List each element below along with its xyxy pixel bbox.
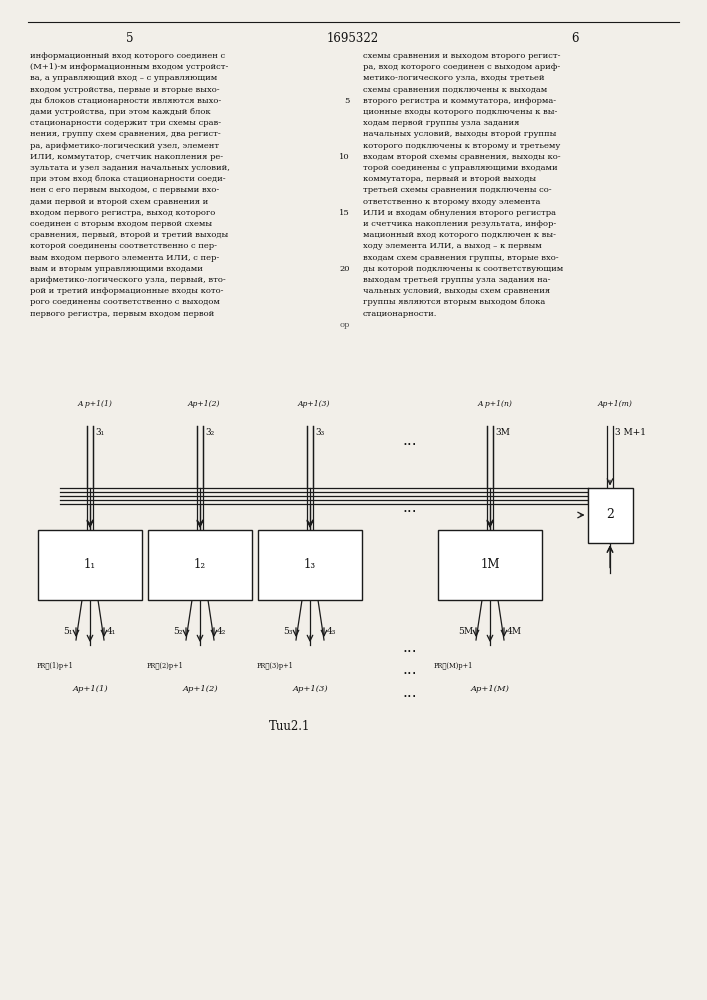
- Text: 2: 2: [606, 508, 614, 522]
- Text: 15: 15: [339, 209, 350, 217]
- Bar: [258, 530, 362, 600]
- Text: 4M: 4M: [507, 627, 522, 636]
- Text: вым входом первого элемента ИЛИ, с пер-: вым входом первого элемента ИЛИ, с пер-: [30, 254, 219, 262]
- Text: 20: 20: [339, 265, 350, 273]
- Text: входом устройства, первые и вторые выхо-: входом устройства, первые и вторые выхо-: [30, 86, 220, 94]
- Text: входам схем сравнения группы, вторые вхо-: входам схем сравнения группы, вторые вхо…: [363, 254, 559, 262]
- Text: 5₂: 5₂: [173, 627, 183, 636]
- Bar: [438, 530, 542, 600]
- Text: PRℓ(2)p+1: PRℓ(2)p+1: [146, 662, 183, 670]
- Text: ...: ...: [403, 685, 417, 700]
- Bar: [588, 488, 633, 542]
- Text: второго регистра и коммутатора, информа-: второго регистра и коммутатора, информа-: [363, 97, 556, 105]
- Text: ответственно к второму входу элемента: ответственно к второму входу элемента: [363, 198, 540, 206]
- Text: A p+1(n): A p+1(n): [478, 400, 513, 408]
- Text: группы являются вторым выходом блока: группы являются вторым выходом блока: [363, 298, 545, 306]
- Text: 3 M+1: 3 M+1: [615, 428, 646, 437]
- Text: чальных условий, выходы схем сравнения: чальных условий, выходы схем сравнения: [363, 287, 550, 295]
- Text: соединен с вторым входом первой схемы: соединен с вторым входом первой схемы: [30, 220, 212, 228]
- Text: которой соединены соответственно с пер-: которой соединены соответственно с пер-: [30, 242, 217, 250]
- Text: 1₃: 1₃: [304, 558, 316, 572]
- Text: ИЛИ и входам обнуления второго регистра: ИЛИ и входам обнуления второго регистра: [363, 209, 556, 217]
- Text: 3₂: 3₂: [205, 428, 214, 437]
- Bar: [148, 530, 252, 600]
- Text: и счетчика накопления результата, инфор-: и счетчика накопления результата, инфор-: [363, 220, 556, 228]
- Text: ра, вход которого соединен с выходом ариф-: ра, вход которого соединен с выходом ари…: [363, 63, 560, 71]
- Text: зультата и узел задания начальных условий,: зультата и узел задания начальных услови…: [30, 164, 230, 172]
- Text: Τuu2.1: Τuu2.1: [269, 720, 310, 733]
- Text: ходу элемента ИЛИ, а выход – к первым: ходу элемента ИЛИ, а выход – к первым: [363, 242, 542, 250]
- Text: 5: 5: [344, 97, 350, 105]
- Text: A p+1(1): A p+1(1): [78, 400, 113, 408]
- Text: нен с его первым выходом, с первыми вхо-: нен с его первым выходом, с первыми вхо-: [30, 186, 219, 194]
- Text: 1695322: 1695322: [327, 32, 379, 45]
- Text: 1M: 1M: [480, 558, 500, 572]
- Text: 3₁: 3₁: [95, 428, 104, 437]
- Text: арифметико-логического узла, первый, вто-: арифметико-логического узла, первый, вто…: [30, 276, 226, 284]
- Text: 5: 5: [127, 32, 134, 45]
- Text: 1₁: 1₁: [84, 558, 96, 572]
- Text: Ap+1(M): Ap+1(M): [471, 685, 510, 693]
- Text: нения, группу схем сравнения, два регист-: нения, группу схем сравнения, два регист…: [30, 130, 221, 138]
- Text: мационный вход которого подключен к вы-: мационный вход которого подключен к вы-: [363, 231, 556, 239]
- Text: схемы сравнения подключены к выходам: схемы сравнения подключены к выходам: [363, 86, 547, 94]
- Text: третьей схемы сравнения подключены со-: третьей схемы сравнения подключены со-: [363, 186, 551, 194]
- Text: которого подключены к второму и третьему: которого подключены к второму и третьему: [363, 142, 560, 150]
- Text: коммутатора, первый и второй выходы: коммутатора, первый и второй выходы: [363, 175, 536, 183]
- Text: при этом вход блока стационарности соеди-: при этом вход блока стационарности соеди…: [30, 175, 226, 183]
- Text: Ap+1(3): Ap+1(3): [298, 400, 330, 408]
- Text: стационарности содержит три схемы срав-: стационарности содержит три схемы срав-: [30, 119, 221, 127]
- Text: входом первого регистра, выход которого: входом первого регистра, выход которого: [30, 209, 215, 217]
- Text: метико-логического узла, входы третьей: метико-логического узла, входы третьей: [363, 74, 544, 82]
- Text: 6: 6: [571, 32, 579, 45]
- Text: 3M: 3M: [495, 428, 510, 437]
- Text: ...: ...: [403, 433, 417, 448]
- Text: ды блоков стационарности являются выхо-: ды блоков стационарности являются выхо-: [30, 97, 221, 105]
- Text: Ap+1(3): Ap+1(3): [292, 685, 328, 693]
- Text: ционные входы которого подключены к вы-: ционные входы которого подключены к вы-: [363, 108, 557, 116]
- Text: 5M: 5M: [458, 627, 473, 636]
- Text: торой соединены с управляющими входами: торой соединены с управляющими входами: [363, 164, 558, 172]
- Text: дами первой и второй схем сравнения и: дами первой и второй схем сравнения и: [30, 198, 209, 206]
- Text: начальных условий, выходы второй группы: начальных условий, выходы второй группы: [363, 130, 556, 138]
- Text: PRℓ(M)p+1: PRℓ(M)p+1: [433, 662, 473, 670]
- Text: схемы сравнения и выходом второго регист-: схемы сравнения и выходом второго регист…: [363, 52, 561, 60]
- Bar: [38, 530, 142, 600]
- Text: 4₁: 4₁: [107, 627, 116, 636]
- Text: выходам третьей группы узла задания на-: выходам третьей группы узла задания на-: [363, 276, 551, 284]
- Text: Ap+1(2): Ap+1(2): [182, 685, 218, 693]
- Text: Ap+1(1): Ap+1(1): [72, 685, 107, 693]
- Text: 5₃: 5₃: [284, 627, 293, 636]
- Text: 1₂: 1₂: [194, 558, 206, 572]
- Text: 5₁: 5₁: [64, 627, 73, 636]
- Text: ва, а управляющий вход – с управляющим: ва, а управляющий вход – с управляющим: [30, 74, 217, 82]
- Text: 3₃: 3₃: [315, 428, 325, 437]
- Text: входам второй схемы сравнения, выходы ко-: входам второй схемы сравнения, выходы ко…: [363, 153, 561, 161]
- Text: (М+1)-м информационным входом устройст-: (М+1)-м информационным входом устройст-: [30, 63, 228, 71]
- Text: вым и вторым управляющими входами: вым и вторым управляющими входами: [30, 265, 203, 273]
- Text: 4₃: 4₃: [327, 627, 337, 636]
- Text: PRℓ(3)p+1: PRℓ(3)p+1: [256, 662, 293, 670]
- Text: стационарности.: стационарности.: [363, 310, 438, 318]
- Text: ...: ...: [403, 500, 417, 515]
- Text: ор: ор: [339, 321, 350, 329]
- Text: ра, арифметико-логический узел, элемент: ра, арифметико-логический узел, элемент: [30, 142, 219, 150]
- Text: PRℓ(1)p+1: PRℓ(1)p+1: [36, 662, 73, 670]
- Text: сравнения, первый, второй и третий выходы: сравнения, первый, второй и третий выход…: [30, 231, 228, 239]
- Text: Ap+1(m): Ap+1(m): [598, 400, 633, 408]
- Text: ходам первой группы узла задания: ходам первой группы узла задания: [363, 119, 520, 127]
- Text: дами устройства, при этом каждый блок: дами устройства, при этом каждый блок: [30, 108, 211, 116]
- Text: Ap+1(2): Ap+1(2): [188, 400, 221, 408]
- Text: информационный вход которого соединен с: информационный вход которого соединен с: [30, 52, 225, 60]
- Text: ды которой подключены к соответствующим: ды которой подключены к соответствующим: [363, 265, 563, 273]
- Text: ...: ...: [403, 662, 417, 677]
- Text: первого регистра, первым входом первой: первого регистра, первым входом первой: [30, 310, 214, 318]
- Text: 10: 10: [339, 153, 350, 161]
- Text: рого соединены соответственно с выходом: рого соединены соответственно с выходом: [30, 298, 220, 306]
- Text: 4₂: 4₂: [217, 627, 226, 636]
- Text: ...: ...: [403, 640, 417, 655]
- Text: рой и третий информационные входы кото-: рой и третий информационные входы кото-: [30, 287, 223, 295]
- Text: ИЛИ, коммутатор, счетчик накопления ре-: ИЛИ, коммутатор, счетчик накопления ре-: [30, 153, 223, 161]
